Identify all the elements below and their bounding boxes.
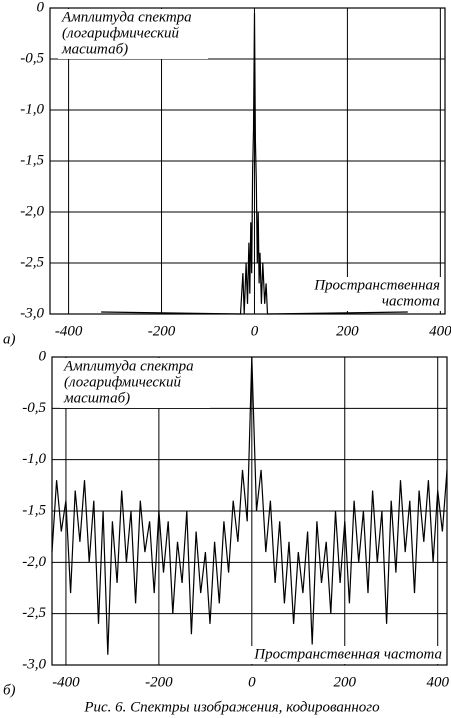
y-axis-label: масштаб) — [61, 41, 128, 57]
label-bg — [60, 358, 210, 408]
spectrum-line — [51, 356, 448, 655]
y-tick-label: -2,0 — [20, 203, 44, 219]
label-bg — [58, 9, 208, 59]
caption: Рис. 6. Спектры изображения, кодированно… — [83, 699, 380, 715]
y-tick-label: -3,0 — [22, 656, 46, 672]
y-axis-label: (логарифмический — [62, 25, 180, 41]
plot-frame — [51, 356, 448, 666]
y-tick-label: -1,5 — [20, 152, 44, 168]
y-tick-label: -2,5 — [22, 605, 46, 621]
x-tick-label: -400 — [52, 674, 80, 690]
label-bg — [280, 277, 442, 311]
label-bg — [202, 646, 444, 664]
y-tick-label: -1,0 — [22, 451, 46, 467]
x-tick-label: 0 — [248, 674, 256, 690]
panel-label: б) — [3, 682, 16, 698]
plot-frame — [49, 7, 446, 315]
y-tick-label: -0,5 — [20, 50, 44, 66]
y-tick-label: 0 — [37, 0, 45, 15]
x-tick-label: 400 — [429, 323, 451, 339]
x-tick-label: -200 — [145, 674, 173, 690]
x-tick-label: 0 — [251, 323, 259, 339]
x-tick-label: 200 — [336, 323, 359, 339]
y-tick-label: -1,0 — [20, 101, 44, 117]
y-tick-label: -2,5 — [20, 254, 44, 270]
x-axis-label: частота — [382, 293, 440, 309]
y-tick-label: -3,0 — [20, 305, 44, 321]
y-axis-label: Амплитуда спектра — [63, 358, 194, 374]
y-axis-label: масштаб) — [63, 390, 130, 406]
y-tick-label: -1,5 — [22, 502, 46, 518]
x-axis-label: Пространственная частота — [253, 646, 442, 662]
y-tick-label: -0,5 — [22, 400, 46, 416]
x-axis-label: Пространственная — [313, 277, 440, 293]
y-axis-label: (логарифмический — [64, 374, 182, 390]
x-tick-label: -200 — [148, 323, 176, 339]
y-tick-label: -2,0 — [22, 554, 46, 570]
x-tick-label: 400 — [426, 674, 449, 690]
x-tick-label: -400 — [55, 323, 83, 339]
y-tick-label: 0 — [39, 348, 47, 364]
spectrum-line — [101, 13, 408, 315]
panel-label: a) — [3, 331, 16, 347]
y-axis-label: Амплитуда спектра — [61, 9, 192, 25]
x-tick-label: 200 — [334, 674, 357, 690]
